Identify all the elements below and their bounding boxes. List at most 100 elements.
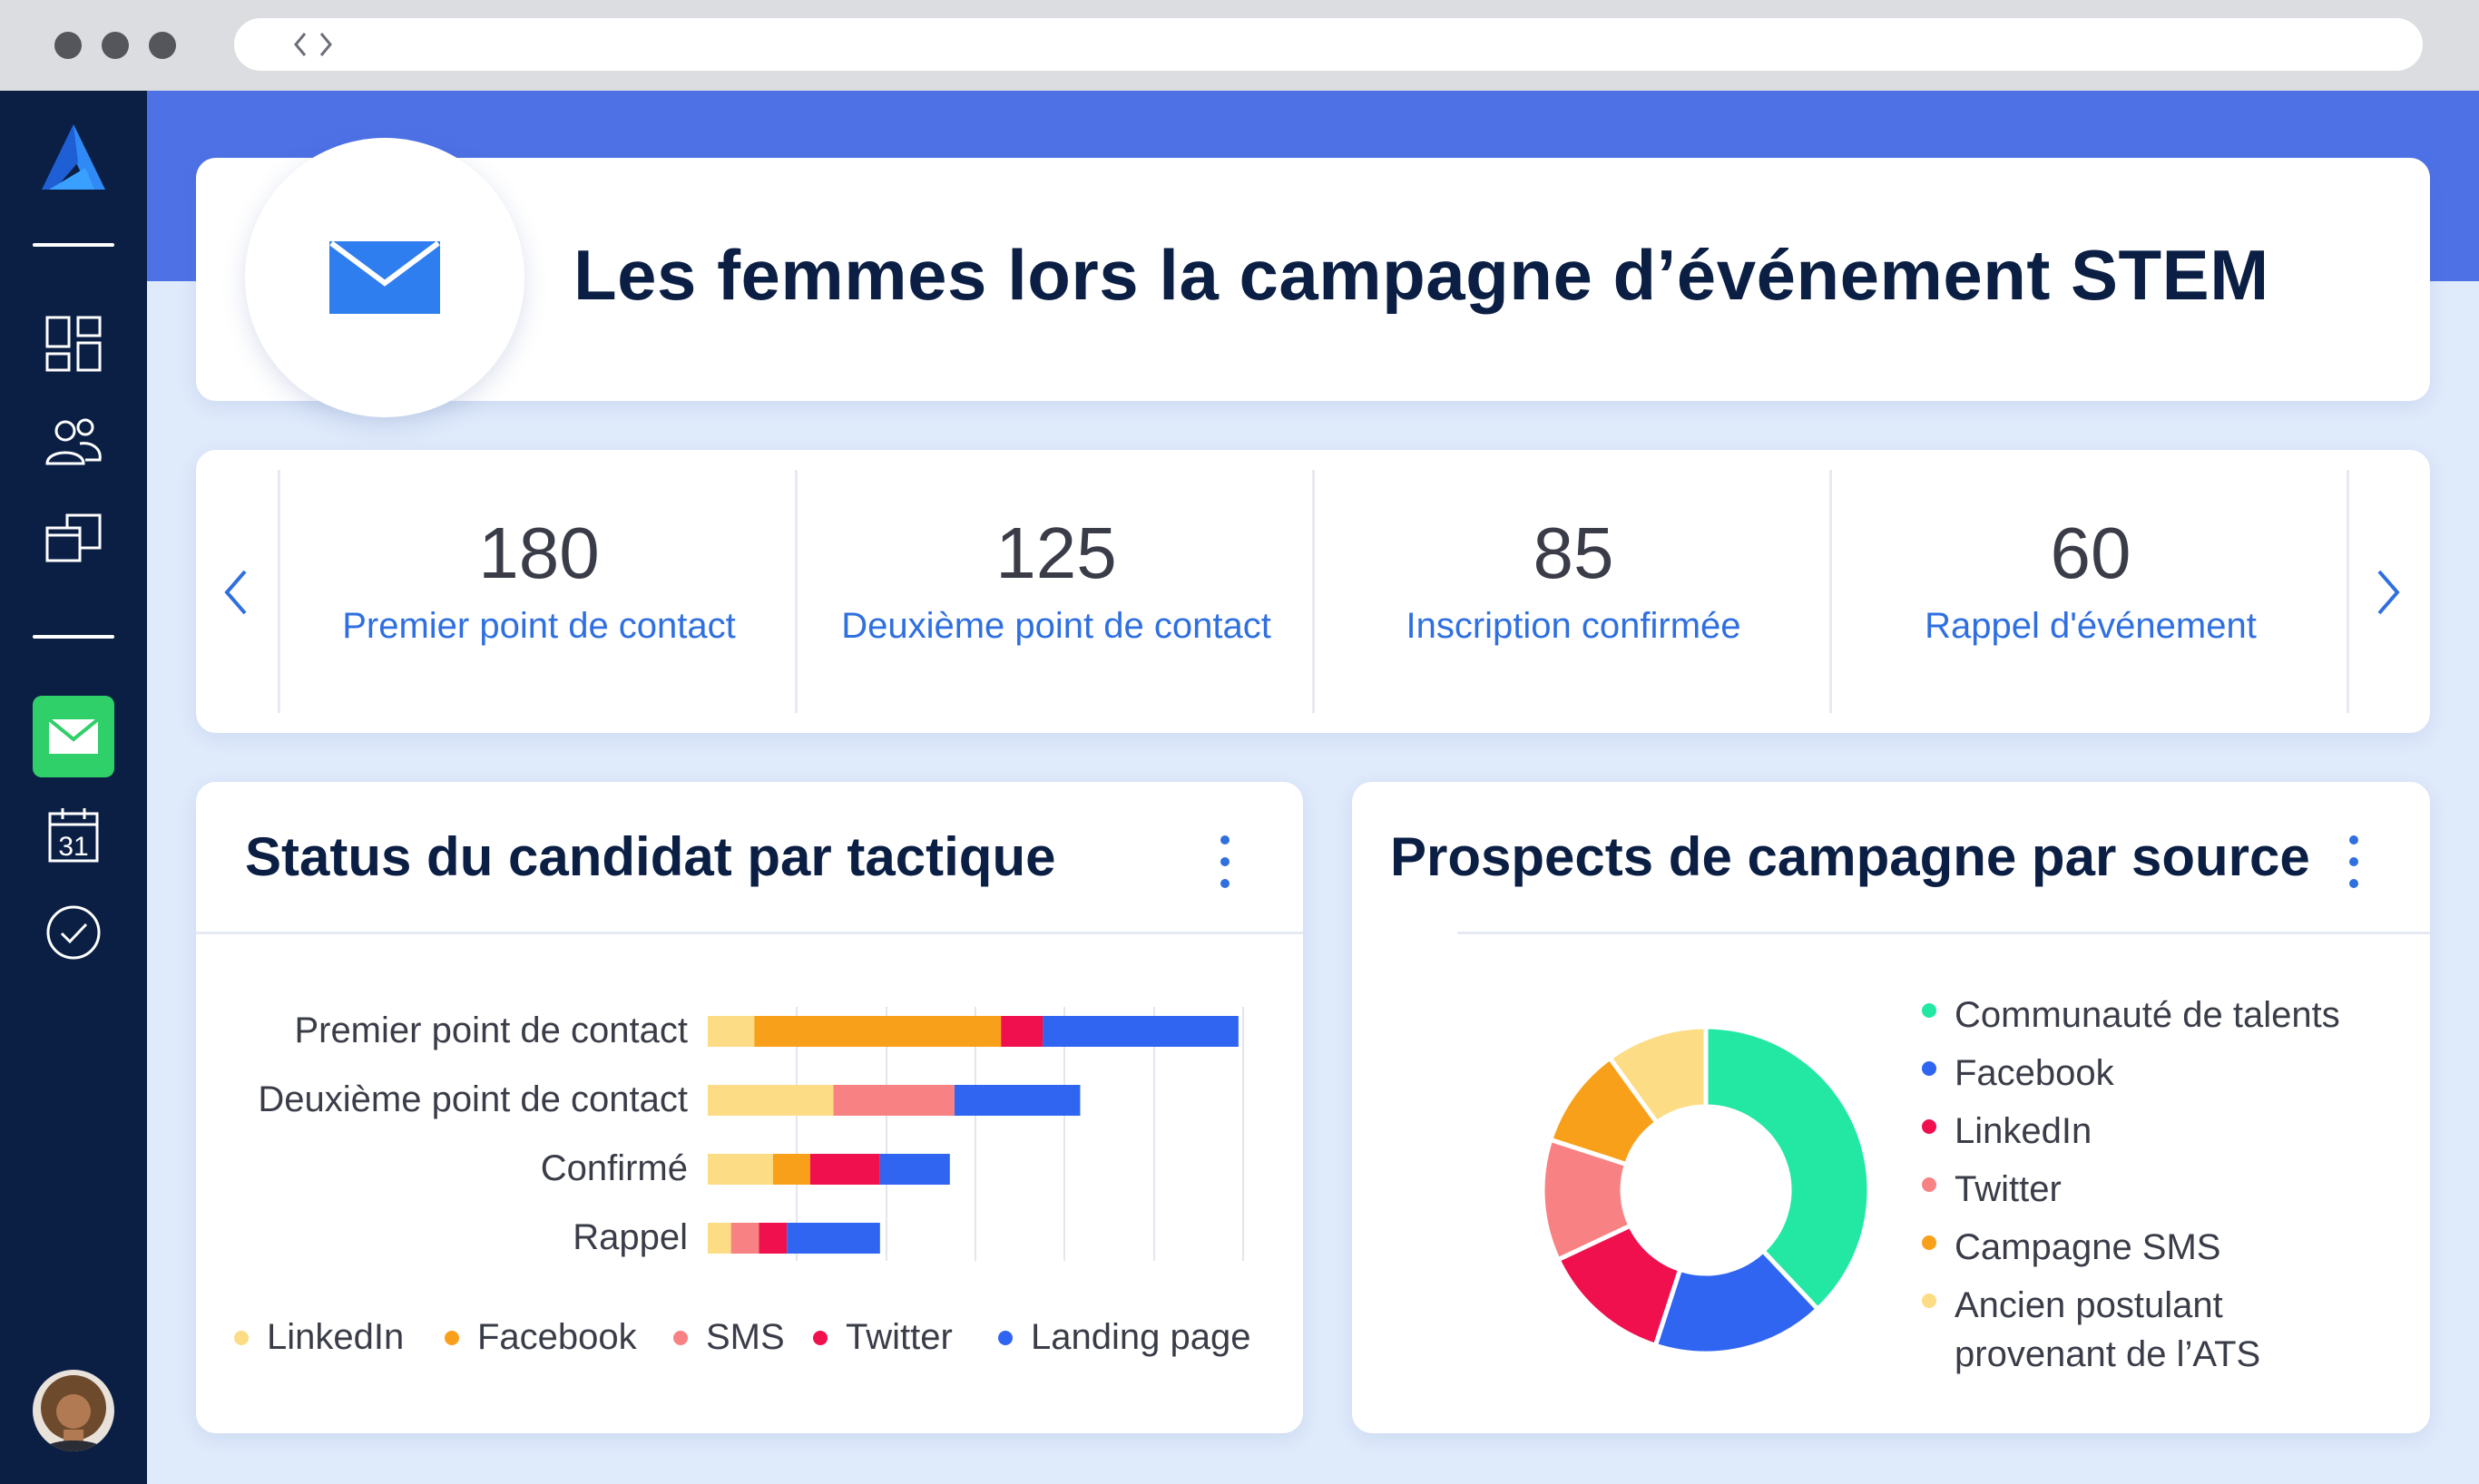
sidebar-divider xyxy=(33,635,114,639)
stat-first-contact[interactable]: 180 Premier point de contact xyxy=(280,450,798,733)
legend-dot xyxy=(1922,1294,1936,1308)
window-maximize-dot[interactable] xyxy=(149,32,176,59)
legend-label: Ancien postulant provenant de l’ATS xyxy=(1955,1285,2261,1374)
mail-icon xyxy=(49,719,98,754)
bar-segment-landing-page[interactable] xyxy=(787,1223,880,1254)
bar-segment-twitter[interactable] xyxy=(759,1223,788,1254)
more-options-icon[interactable] xyxy=(1220,835,1230,889)
stat-divider xyxy=(1829,470,1832,713)
legend-item-linkedin[interactable]: LinkedIn xyxy=(234,1317,404,1358)
chevron-left-icon[interactable] xyxy=(218,561,254,624)
bar-segment-linkedin[interactable] xyxy=(708,1223,731,1254)
legend-item-twitter[interactable]: Twitter xyxy=(1922,1165,2062,1214)
legend-item-facebook[interactable]: Facebook xyxy=(1922,1049,2114,1098)
address-bar[interactable] xyxy=(234,18,2423,71)
bar-segment-twitter[interactable] xyxy=(809,1154,880,1185)
legend-label: Communauté de talents xyxy=(1955,995,2340,1035)
donut-slice-facebook[interactable] xyxy=(1652,1247,1821,1356)
legend-item-ancien-postulant-provenant-de-l-ats[interactable]: Ancien postulant provenant de l’ATS xyxy=(1922,1281,2336,1379)
stat-label: Inscription confirmée xyxy=(1406,606,1741,646)
page-title: Les femmes lors la campagne d’événement … xyxy=(573,235,2269,315)
legend-dot xyxy=(1922,1003,1936,1018)
sidebar-item-campaigns[interactable] xyxy=(33,696,114,777)
legend-item-facebook[interactable]: Facebook xyxy=(445,1317,637,1358)
legend-label: Campagne SMS xyxy=(1955,1227,2221,1267)
legend-dot xyxy=(673,1330,688,1345)
legend-dot xyxy=(1922,1235,1936,1250)
donut-slice-communaute-de-talents[interactable] xyxy=(1703,1024,1872,1313)
window-close-dot[interactable] xyxy=(54,32,82,59)
legend-label: SMS xyxy=(706,1317,785,1357)
card-title: Status du candidat par tactique xyxy=(245,826,1056,887)
donut-slice-ancien-postulant-provenant-de-l-ats[interactable] xyxy=(1606,1024,1709,1127)
back-forward-icon[interactable] xyxy=(285,26,339,63)
bar-segment-sms[interactable] xyxy=(730,1223,759,1254)
legend-dot xyxy=(998,1330,1013,1345)
legend-item-landing-page[interactable]: Landing page xyxy=(998,1317,1250,1358)
folders-icon[interactable] xyxy=(42,506,105,570)
legend-item-linkedin[interactable]: LinkedIn xyxy=(1922,1107,2092,1156)
legend-item-campagne-sms[interactable]: Campagne SMS xyxy=(1922,1223,2220,1272)
browser-chrome xyxy=(0,0,2479,91)
legend-dot xyxy=(445,1330,459,1345)
calendar-icon[interactable]: 31 xyxy=(42,804,105,867)
legend-dot xyxy=(813,1330,828,1345)
bar-segment-twitter[interactable] xyxy=(1001,1016,1044,1047)
campaign-icon-badge xyxy=(245,138,524,417)
card-divider xyxy=(1457,932,2430,934)
stat-label: Rappel d'événement xyxy=(1925,606,2257,646)
stat-second-contact[interactable]: 125 Deuxième point de contact xyxy=(798,450,1315,733)
bar-segment-landing-page[interactable] xyxy=(1043,1016,1239,1047)
legend-item-twitter[interactable]: Twitter xyxy=(813,1317,953,1358)
legend-label: Facebook xyxy=(1955,1053,2114,1093)
legend-label: Landing page xyxy=(1031,1317,1251,1357)
source-donut-chart xyxy=(1540,1024,1872,1356)
bar-segment-linkedin[interactable] xyxy=(708,1154,773,1185)
legend-dot xyxy=(1922,1061,1936,1076)
logo-icon[interactable] xyxy=(42,124,105,190)
bar-segment-landing-page[interactable] xyxy=(954,1085,1081,1116)
stat-label: Premier point de contact xyxy=(342,606,736,646)
legend-dot xyxy=(1922,1177,1936,1192)
svg-text:31: 31 xyxy=(58,832,88,862)
stat-confirmed[interactable]: 85 Inscription confirmée xyxy=(1315,450,1832,733)
legend-dot xyxy=(234,1330,249,1345)
window-minimize-dot[interactable] xyxy=(102,32,129,59)
avatar[interactable] xyxy=(33,1370,114,1451)
bar-segment-landing-page[interactable] xyxy=(879,1154,950,1185)
sidebar: 31 xyxy=(0,91,147,1484)
stat-value: 125 xyxy=(995,513,1117,593)
check-circle-icon[interactable] xyxy=(42,901,105,964)
stat-value: 180 xyxy=(478,513,600,593)
people-icon[interactable] xyxy=(42,410,105,474)
stat-reminder[interactable]: 60 Rappel d'événement xyxy=(1832,450,2349,733)
bar-category-label: Premier point de contact xyxy=(294,1010,688,1050)
more-options-icon[interactable] xyxy=(2348,835,2359,889)
stat-divider xyxy=(795,470,798,713)
stat-divider xyxy=(278,470,280,713)
bar-category-label: Rappel xyxy=(573,1217,688,1257)
legend-label: Twitter xyxy=(1955,1169,2062,1209)
status-bar-chart xyxy=(708,1007,1244,1261)
legend-item-sms[interactable]: SMS xyxy=(673,1317,785,1358)
bar-category-label: Deuxième point de contact xyxy=(258,1079,688,1119)
stats-carousel: 180 Premier point de contact 125 Deuxièm… xyxy=(196,450,2430,733)
dashboard-grid-icon[interactable] xyxy=(42,312,105,376)
bar-segment-facebook[interactable] xyxy=(772,1154,810,1185)
chevron-right-icon[interactable] xyxy=(2370,561,2406,624)
sidebar-divider xyxy=(33,243,114,247)
card-title: Prospects de campagne par source xyxy=(1390,826,2310,887)
legend-label: Twitter xyxy=(846,1317,953,1357)
legend-label: Facebook xyxy=(477,1317,637,1357)
bar-segment-sms[interactable] xyxy=(833,1085,955,1116)
bar-category-label: Confirmé xyxy=(540,1148,688,1188)
mail-icon xyxy=(329,241,440,314)
legend-item-communaute-de-talents[interactable]: Communauté de talents xyxy=(1922,991,2340,1040)
stat-divider xyxy=(2347,470,2349,713)
bar-segment-linkedin[interactable] xyxy=(708,1016,755,1047)
bar-segment-facebook[interactable] xyxy=(754,1016,1002,1047)
stat-value: 60 xyxy=(2050,513,2131,593)
stat-value: 85 xyxy=(1533,513,1614,593)
bar-segment-linkedin[interactable] xyxy=(708,1085,834,1116)
legend-dot xyxy=(1922,1119,1936,1134)
